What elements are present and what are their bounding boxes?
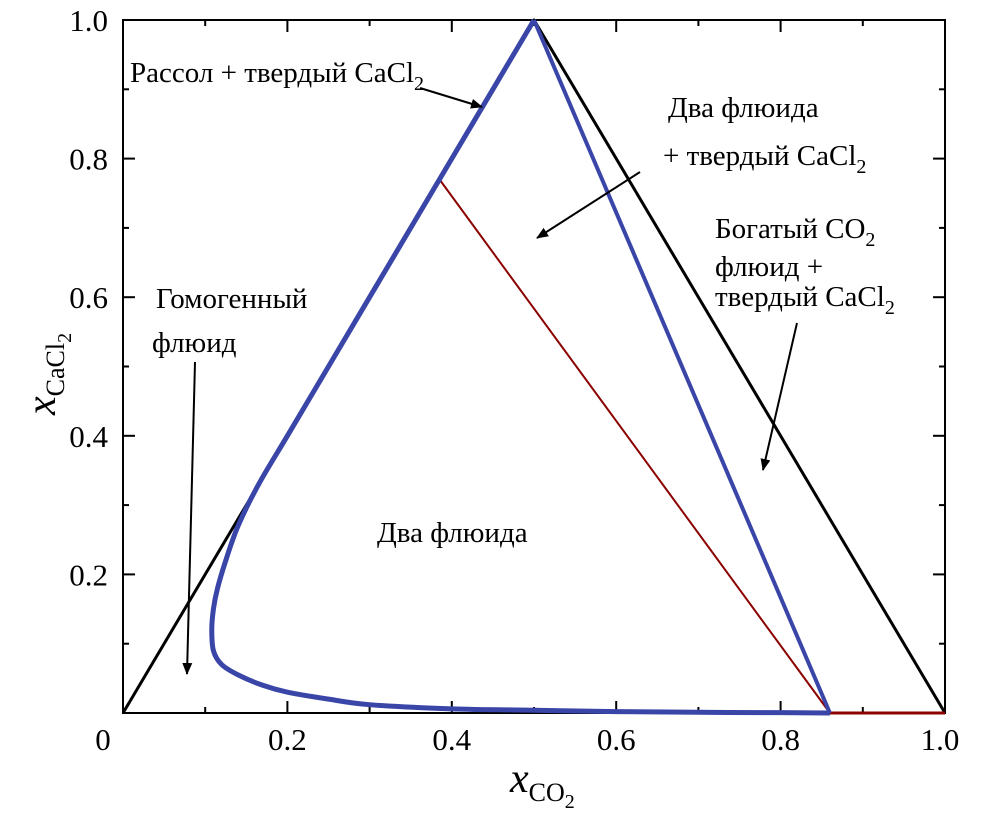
y-tick-label: 0.4	[69, 419, 108, 454]
arrow-co2-rich-solid	[760, 322, 798, 471]
annotation-two-fluids-solid: Два флюида + твердый CaCl2	[663, 92, 866, 178]
series-tie-line	[438, 178, 831, 714]
annotation-two-fluids: Два флюида	[377, 517, 528, 549]
arrow-two-fluids-solid	[536, 171, 641, 239]
arrow-homogeneous	[182, 361, 196, 675]
x-tick-label: 1.0	[921, 722, 960, 757]
x-tick-label: 0.6	[597, 722, 636, 757]
y-tick-label: 1.0	[69, 3, 108, 38]
annotation-brine-solid: Рассол + твердый CaCl2	[130, 57, 424, 95]
y-tick-label: 0.8	[69, 142, 108, 177]
x-axis-title: xCO2	[509, 756, 575, 813]
series-three-phase-edge	[532, 19, 832, 714]
x-tick-label: 0	[95, 722, 111, 757]
data-series	[121, 18, 947, 716]
x-tick-label: 0.8	[761, 722, 800, 757]
arrow-brine-solid	[419, 87, 483, 109]
x-tick-label: 0.2	[268, 722, 307, 757]
y-axis-title: xCaCl2	[19, 333, 76, 416]
x-tick-label: 0.4	[432, 722, 471, 757]
annotation-homogeneous: Гомогенный флюид	[152, 283, 315, 359]
annotation-co2-rich-solid: Богатый CO2 флюид + твердый CaCl2	[715, 213, 895, 319]
y-tick-label: 0.2	[69, 557, 108, 592]
y-tick-label: 0.6	[69, 280, 108, 315]
axis-tick-labels: 0 0.2 0.4 0.6 0.8 1.0 0.2 0.4 0.6 0.8 1.0	[69, 3, 959, 757]
series-binodal-curve	[209, 18, 830, 716]
